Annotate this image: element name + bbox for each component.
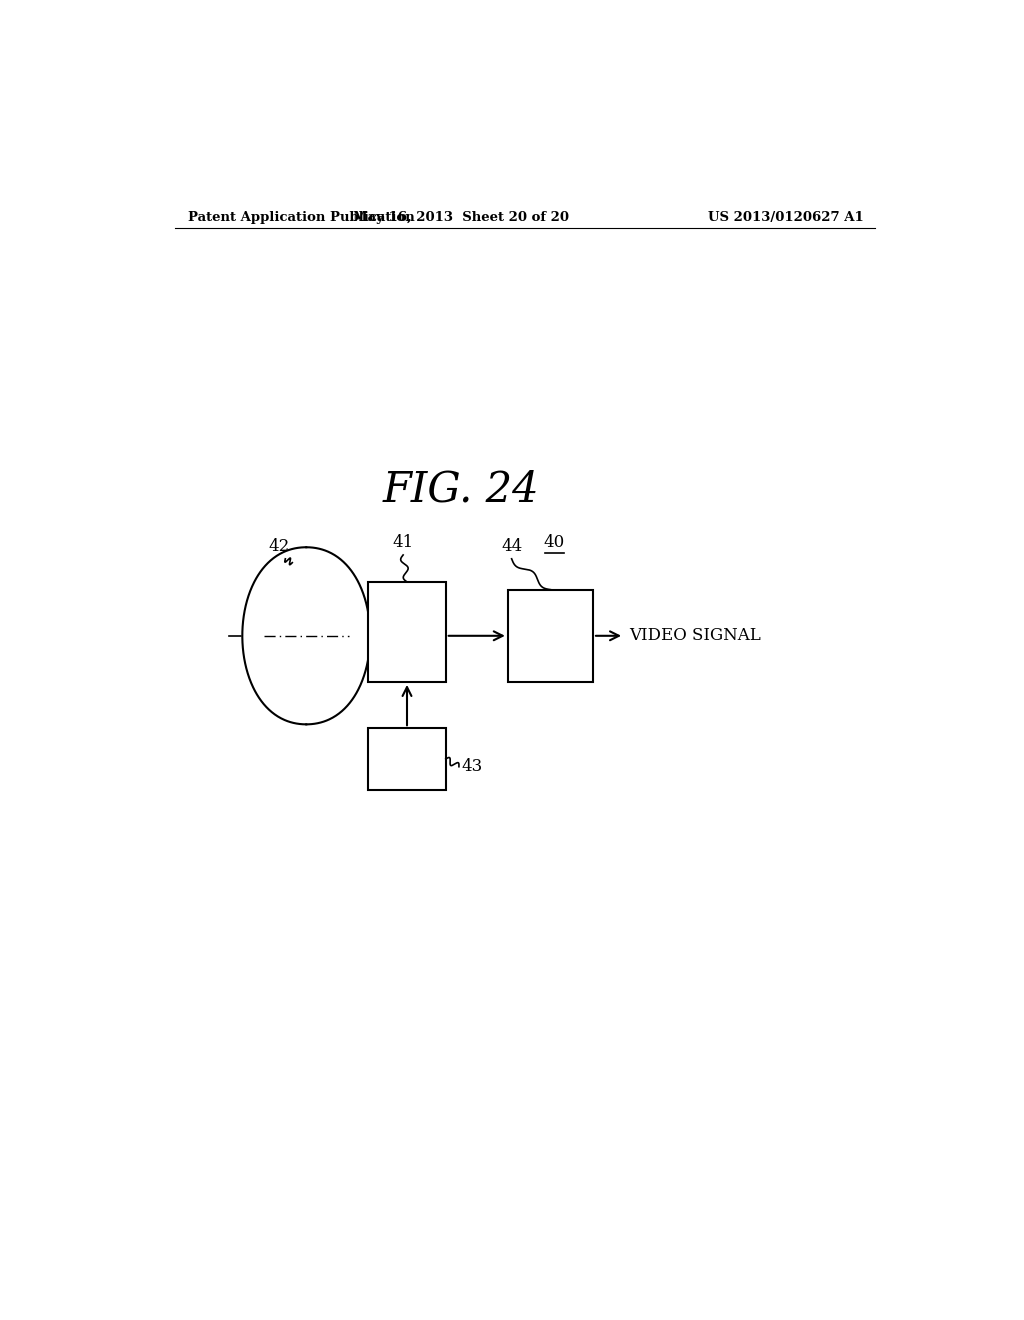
Polygon shape: [243, 548, 371, 725]
Bar: [369, 582, 445, 682]
Text: 43: 43: [461, 758, 482, 775]
Text: US 2013/0120627 A1: US 2013/0120627 A1: [709, 211, 864, 224]
Bar: [369, 729, 445, 789]
Text: 44: 44: [501, 539, 522, 554]
Text: 42: 42: [268, 539, 290, 554]
Text: FIG. 24: FIG. 24: [383, 469, 540, 511]
Text: 40: 40: [544, 535, 565, 552]
Text: DRV: DRV: [385, 750, 429, 768]
Text: Patent Application Publication: Patent Application Publication: [188, 211, 415, 224]
Text: PRC: PRC: [529, 627, 571, 644]
Text: VIDEO SIGNAL: VIDEO SIGNAL: [630, 627, 761, 644]
Bar: [508, 590, 593, 682]
Text: May 16, 2013  Sheet 20 of 20: May 16, 2013 Sheet 20 of 20: [353, 211, 569, 224]
Text: CCD: CCD: [384, 623, 430, 642]
Text: 41: 41: [392, 535, 414, 552]
